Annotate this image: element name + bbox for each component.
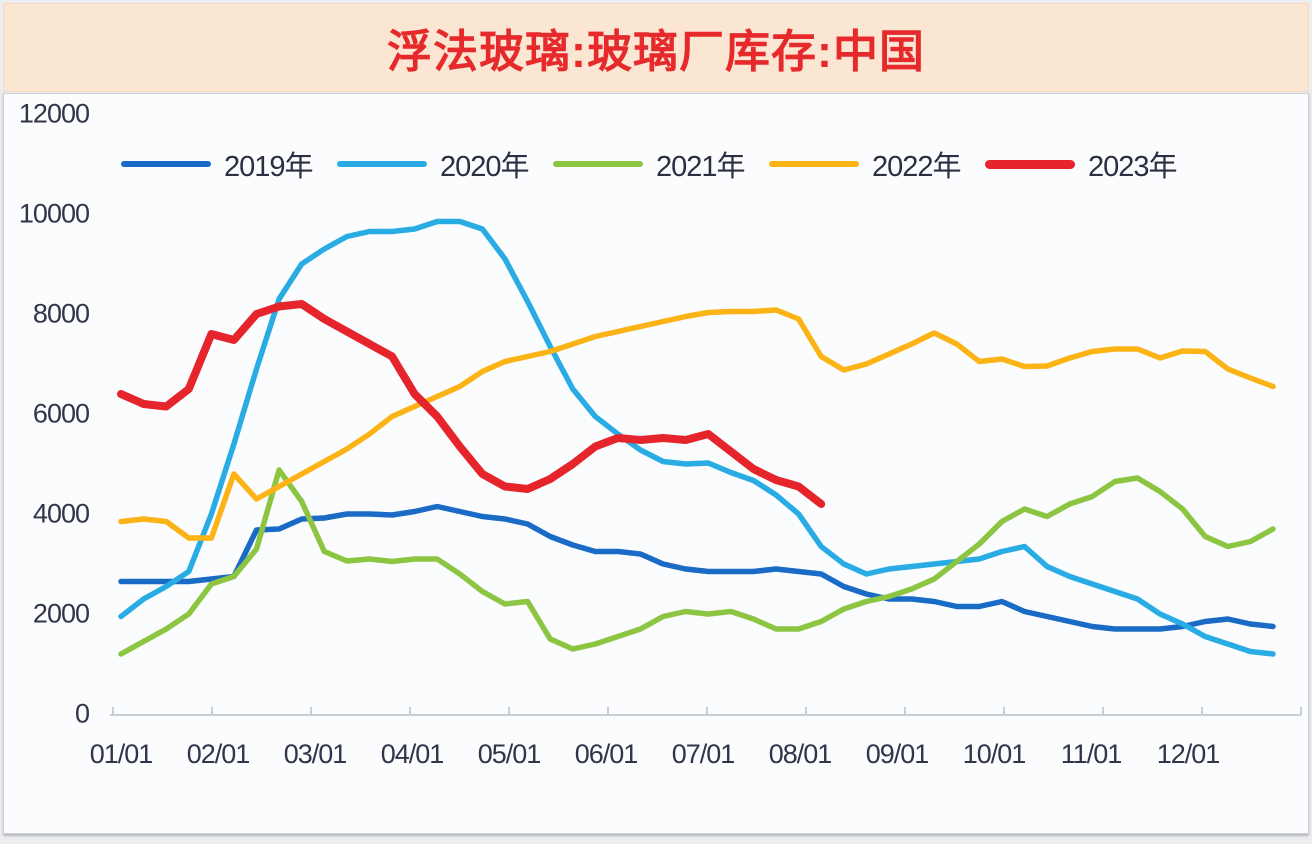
legend-label: 2021年 [656, 151, 746, 183]
x-tick-label: 07/01 [671, 739, 736, 769]
series-line-2020 [118, 218, 1276, 657]
series-line-2022 [118, 307, 1276, 541]
y-tick-label: 12000 [18, 98, 90, 129]
legend-label: 2019年 [224, 151, 314, 183]
series-line-2019 [118, 503, 1276, 632]
y-tick-label: 10000 [18, 198, 90, 229]
x-tick-label: 11/01 [1060, 739, 1123, 769]
x-tick-label: 02/01 [186, 739, 251, 769]
x-tick-label: 01/01 [89, 739, 154, 769]
line-chart [110, 218, 1302, 716]
legend-swatch-icon [985, 159, 1075, 169]
legend-item-2022[interactable]: 2022年 [769, 143, 985, 185]
x-tick-label: 08/01 [768, 739, 833, 769]
legend-item-2020[interactable]: 2020年 [337, 143, 553, 185]
x-tick-label: 09/01 [865, 739, 930, 769]
legend-item-2019[interactable]: 2019年 [121, 143, 337, 185]
x-tick-label: 10/01 [962, 739, 1027, 769]
y-tick-label: 2000 [32, 598, 90, 629]
x-tick-label: 04/01 [380, 739, 445, 769]
series-line-2023 [117, 300, 826, 508]
legend-label: 2023年 [1088, 151, 1178, 183]
chart-card: 2019年 2020年 2021年 2022年 2023年 12000 10000 8000… [3, 93, 1309, 834]
legend-swatch-icon [769, 161, 859, 167]
legend-item-2021[interactable]: 2021年 [553, 143, 769, 185]
x-tick-label: 03/01 [283, 739, 348, 769]
x-tick-label: 12/01 [1156, 739, 1221, 769]
y-tick-label: 0 [74, 698, 90, 729]
legend-swatch-icon [337, 161, 427, 167]
legend-swatch-icon [553, 161, 643, 167]
chart-title-band: 浮法玻璃:玻璃厂库存:中国 [3, 3, 1309, 92]
legend-label: 2020年 [440, 151, 530, 183]
series-line-2021 [118, 467, 1276, 657]
y-tick-label: 4000 [32, 498, 90, 529]
chart-title: 浮法玻璃:玻璃厂库存:中国 [387, 26, 925, 77]
legend-item-2023[interactable]: 2023年 [985, 143, 1201, 185]
legend-label: 2022年 [872, 151, 962, 183]
x-tick-label: 06/01 [574, 739, 639, 769]
x-tick-label: 05/01 [477, 739, 542, 769]
y-tick-label: 6000 [32, 398, 90, 429]
y-tick-label: 8000 [32, 298, 90, 329]
legend: 2019年 2020年 2021年 2022年 2023年 [121, 143, 1201, 185]
legend-swatch-icon [121, 161, 211, 167]
